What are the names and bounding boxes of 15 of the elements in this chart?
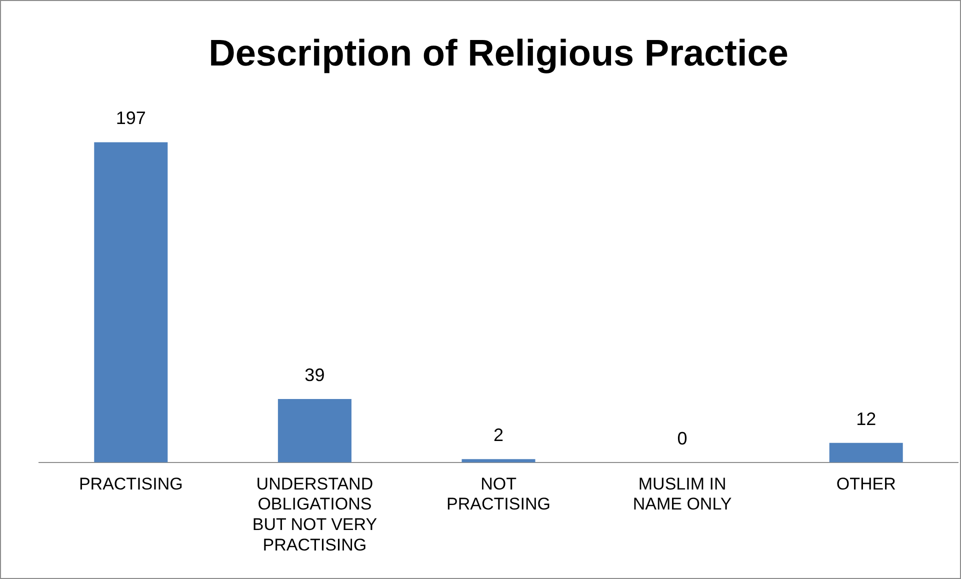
data-label: 0 (677, 428, 688, 448)
bar (829, 442, 903, 462)
data-label: 197 (116, 108, 146, 128)
x-tick-label: UNDERSTAND OBLIGATIONS BUT NOT VERY PRACTISING (252, 474, 378, 554)
bar (94, 142, 168, 462)
data-label: 2 (493, 425, 504, 446)
x-tick-label: MUSLIM IN NAME ONLY (632, 474, 732, 514)
x-tick-label: OTHER (836, 474, 896, 494)
data-label: 39 (304, 364, 325, 385)
chart-title: Description of Religious Practice (208, 32, 788, 74)
bar (278, 399, 352, 462)
bar (462, 459, 536, 462)
x-tick-label: NOT PRACTISING (446, 474, 550, 514)
x-tick-label: PRACTISING (78, 474, 183, 494)
data-label: 12 (856, 408, 876, 429)
